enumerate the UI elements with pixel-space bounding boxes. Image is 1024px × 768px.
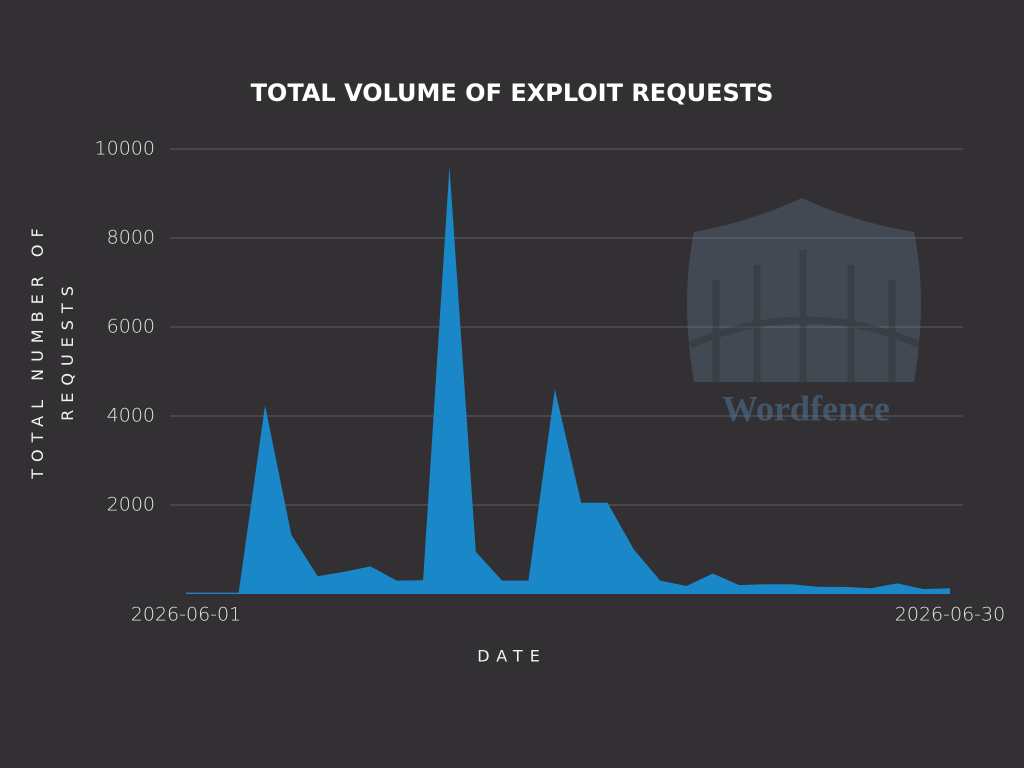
x-tick-label: 2026-06-30 xyxy=(895,604,1005,626)
chart-title: TOTAL VOLUME OF EXPLOIT REQUESTS xyxy=(251,79,774,107)
y-tick-label: 4000 xyxy=(107,405,155,427)
x-axis-title: DATE xyxy=(477,647,547,666)
area xyxy=(186,166,950,595)
grid xyxy=(170,148,963,506)
y-tick-label: 6000 xyxy=(107,316,155,338)
x-tick-label: 2026-06-01 xyxy=(131,604,241,626)
y-tick-label: 2000 xyxy=(107,494,155,516)
y-axis-title: TOTAL NUMBER OF REQUESTS xyxy=(28,221,77,479)
watermark-text: Wordfence xyxy=(722,388,890,428)
y-tick-label: 8000 xyxy=(107,227,155,249)
watermark-bars xyxy=(688,250,922,382)
y-tick-label: 10000 xyxy=(95,138,155,160)
watermark-shield xyxy=(687,198,921,382)
